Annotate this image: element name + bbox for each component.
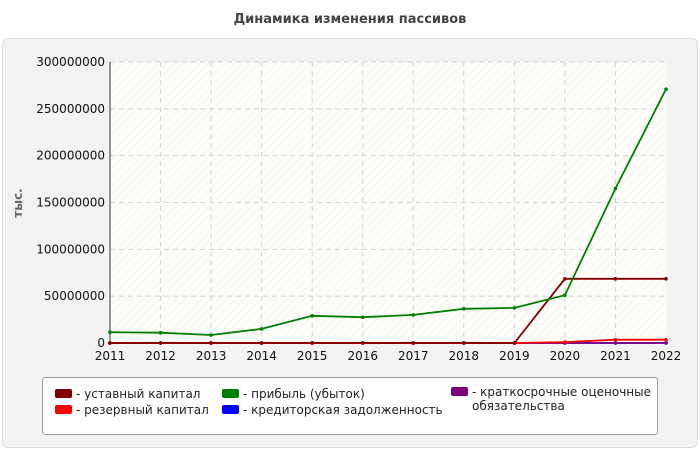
data-point: [563, 340, 567, 344]
data-point: [613, 341, 618, 345]
data-point: [613, 186, 618, 191]
data-point: [209, 341, 213, 345]
data-point: [613, 277, 618, 281]
series-line: [109, 88, 667, 336]
x-tick-label: 2011: [95, 349, 126, 363]
legend-label: резервный капитал: [76, 403, 209, 417]
legend-swatch: [222, 389, 239, 398]
legend-swatch: [55, 389, 72, 398]
legend-item: кредиторская задолженность: [222, 403, 443, 417]
y-tick-label: 150000000: [36, 196, 105, 210]
data-point: [512, 341, 517, 345]
x-tick-label: 2020: [550, 349, 581, 363]
data-point: [108, 330, 112, 335]
data-point: [360, 341, 365, 345]
legend-label: прибыль (убыток): [243, 387, 365, 401]
y-tick-label: 50000000: [44, 289, 105, 303]
data-point: [360, 315, 365, 320]
data-point: [462, 341, 466, 345]
y-tick-label: 250000000: [36, 102, 105, 116]
data-point: [664, 87, 668, 91]
data-point: [563, 277, 567, 281]
x-tick-label: 2015: [297, 349, 328, 363]
data-point: [310, 341, 314, 345]
data-point: [462, 307, 466, 311]
x-tick-label: 2017: [398, 349, 429, 363]
data-point: [411, 341, 416, 345]
data-point: [209, 333, 213, 337]
x-tick-label: 2021: [600, 349, 631, 363]
data-point: [512, 306, 517, 310]
y-axis-label: тыс.: [11, 188, 25, 217]
data-point: [411, 313, 416, 317]
y-tick-label: 100000000: [36, 242, 105, 256]
data-point: [259, 327, 264, 331]
x-tick-label: 2016: [347, 349, 378, 363]
legend-item: краткосрочные оценочные обязательства: [451, 385, 651, 413]
y-tick-label: 0: [97, 336, 105, 350]
legend-swatch: [55, 405, 72, 414]
chart-title: Динамика изменения пассивов: [233, 12, 467, 27]
x-tick-label: 2022: [651, 349, 682, 363]
legend-label: кредиторская задолженность: [243, 403, 442, 417]
y-tick-label: 300000000: [36, 55, 105, 69]
data-point: [563, 293, 567, 298]
legend-item: резервный капитал: [55, 403, 209, 417]
legend-label: уставный капитал: [76, 387, 200, 401]
data-point: [158, 341, 163, 345]
x-tick-label: 2014: [246, 349, 277, 363]
data-point: [158, 330, 163, 335]
legend-swatch: [451, 387, 468, 396]
data-point: [108, 341, 112, 345]
y-tick-label: 200000000: [36, 149, 105, 163]
x-tick-label: 2013: [196, 349, 227, 363]
x-tick-label: 2018: [449, 349, 480, 363]
x-tick-label: 2019: [499, 349, 530, 363]
data-point: [259, 341, 264, 345]
legend-swatch: [222, 405, 239, 414]
data-point: [664, 337, 668, 342]
legend-label: краткосрочные оценочные обязательства: [472, 385, 651, 413]
legend: уставный капитал резервный капитал прибыль…: [42, 377, 658, 435]
data-point: [664, 277, 668, 281]
legend-item: прибыль (убыток): [222, 387, 365, 401]
data-point: [613, 337, 618, 342]
data-point: [664, 341, 668, 345]
x-tick-label: 2012: [145, 349, 176, 363]
data-point: [310, 314, 314, 318]
legend-item: уставный капитал: [55, 387, 200, 401]
